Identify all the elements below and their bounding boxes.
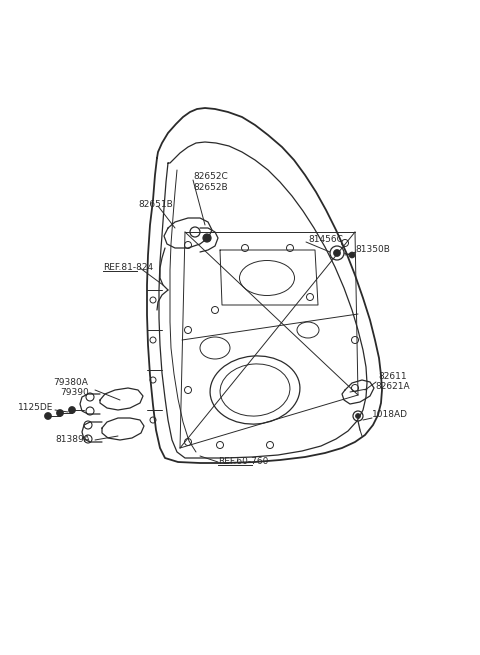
Text: 82652C: 82652C (193, 172, 228, 181)
Text: 79380A: 79380A (53, 378, 88, 387)
Text: 82652B: 82652B (193, 183, 228, 192)
Circle shape (69, 407, 75, 413)
Circle shape (349, 252, 355, 258)
Text: REF.60-760: REF.60-760 (218, 457, 268, 466)
Text: 81389A: 81389A (55, 435, 90, 444)
Text: 81350B: 81350B (355, 245, 390, 254)
Text: 1018AD: 1018AD (372, 410, 408, 419)
Circle shape (334, 250, 340, 257)
Text: 79390: 79390 (60, 388, 89, 397)
Circle shape (356, 413, 360, 419)
Text: REF.81-824: REF.81-824 (103, 263, 153, 272)
Text: 82621A: 82621A (375, 382, 409, 391)
Text: 81456C: 81456C (308, 235, 343, 244)
Text: 1125DE: 1125DE (18, 403, 53, 412)
Circle shape (203, 234, 211, 242)
Circle shape (45, 413, 51, 419)
Text: 82651B: 82651B (138, 200, 173, 209)
Text: 82611: 82611 (378, 372, 407, 381)
Circle shape (57, 409, 63, 417)
